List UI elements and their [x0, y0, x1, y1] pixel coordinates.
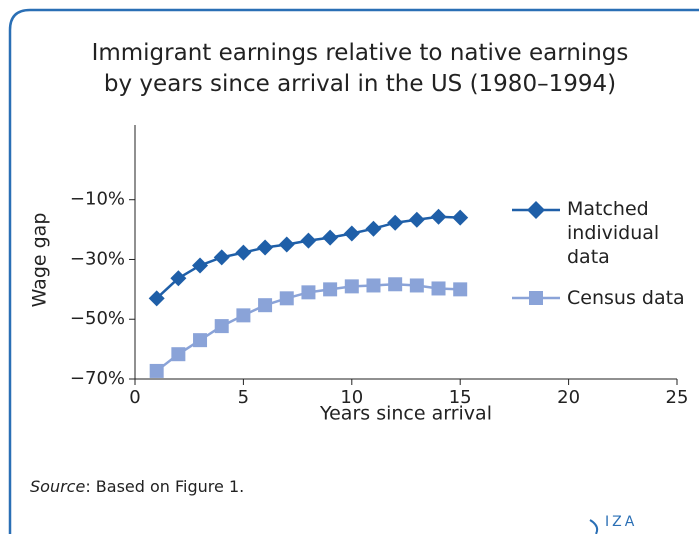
marker	[365, 220, 382, 237]
x-tick-label: 0	[129, 387, 140, 408]
y-tick-label: −70%	[70, 368, 125, 389]
marker	[170, 270, 187, 287]
chart-title: Immigrant earnings relative to native ea…	[91, 40, 629, 97]
frame	[8, 8, 699, 534]
marker	[235, 244, 252, 261]
legend-marker	[529, 291, 543, 305]
marker	[301, 285, 316, 300]
marker	[149, 363, 164, 378]
marker	[387, 214, 404, 231]
marker	[192, 257, 209, 274]
marker	[366, 278, 381, 293]
marker	[408, 211, 425, 228]
y-tick-label: −30%	[70, 248, 125, 269]
x-tick-label: 25	[666, 387, 689, 408]
y-tick-label: −50%	[70, 308, 125, 329]
x-tick-label: 20	[557, 387, 580, 408]
logo: IZA	[605, 514, 637, 530]
marker	[214, 319, 229, 334]
marker	[213, 249, 230, 266]
marker	[322, 229, 339, 246]
marker	[453, 282, 468, 297]
legend-label: Census data	[567, 287, 685, 309]
source-label: Source	[30, 477, 85, 496]
legend-marker	[527, 201, 545, 219]
marker	[279, 291, 294, 306]
marker	[148, 290, 165, 307]
marker	[236, 308, 251, 323]
x-axis-label: Years since arrival	[319, 403, 492, 425]
source: Source: Based on Figure 1.	[30, 477, 244, 496]
legend-label: Matched individual data	[567, 198, 660, 268]
source-text: : Based on Figure 1.	[85, 477, 244, 496]
marker	[258, 298, 273, 313]
marker	[343, 225, 360, 242]
marker	[431, 281, 446, 296]
marker	[409, 278, 424, 293]
marker	[171, 347, 186, 362]
x-tick-label: 5	[238, 387, 249, 408]
marker	[388, 277, 403, 292]
marker	[300, 232, 317, 249]
marker	[257, 239, 274, 256]
x-tick-label: 15	[449, 387, 472, 408]
marker	[430, 208, 447, 225]
marker	[344, 279, 359, 294]
marker	[278, 236, 295, 253]
marker	[193, 333, 208, 348]
y-tick-label: −10%	[70, 189, 125, 210]
x-tick-label: 10	[340, 387, 363, 408]
marker	[323, 282, 338, 297]
y-axis-label: Wage gap	[29, 213, 51, 308]
marker	[452, 209, 469, 226]
logo-mark	[589, 519, 599, 534]
